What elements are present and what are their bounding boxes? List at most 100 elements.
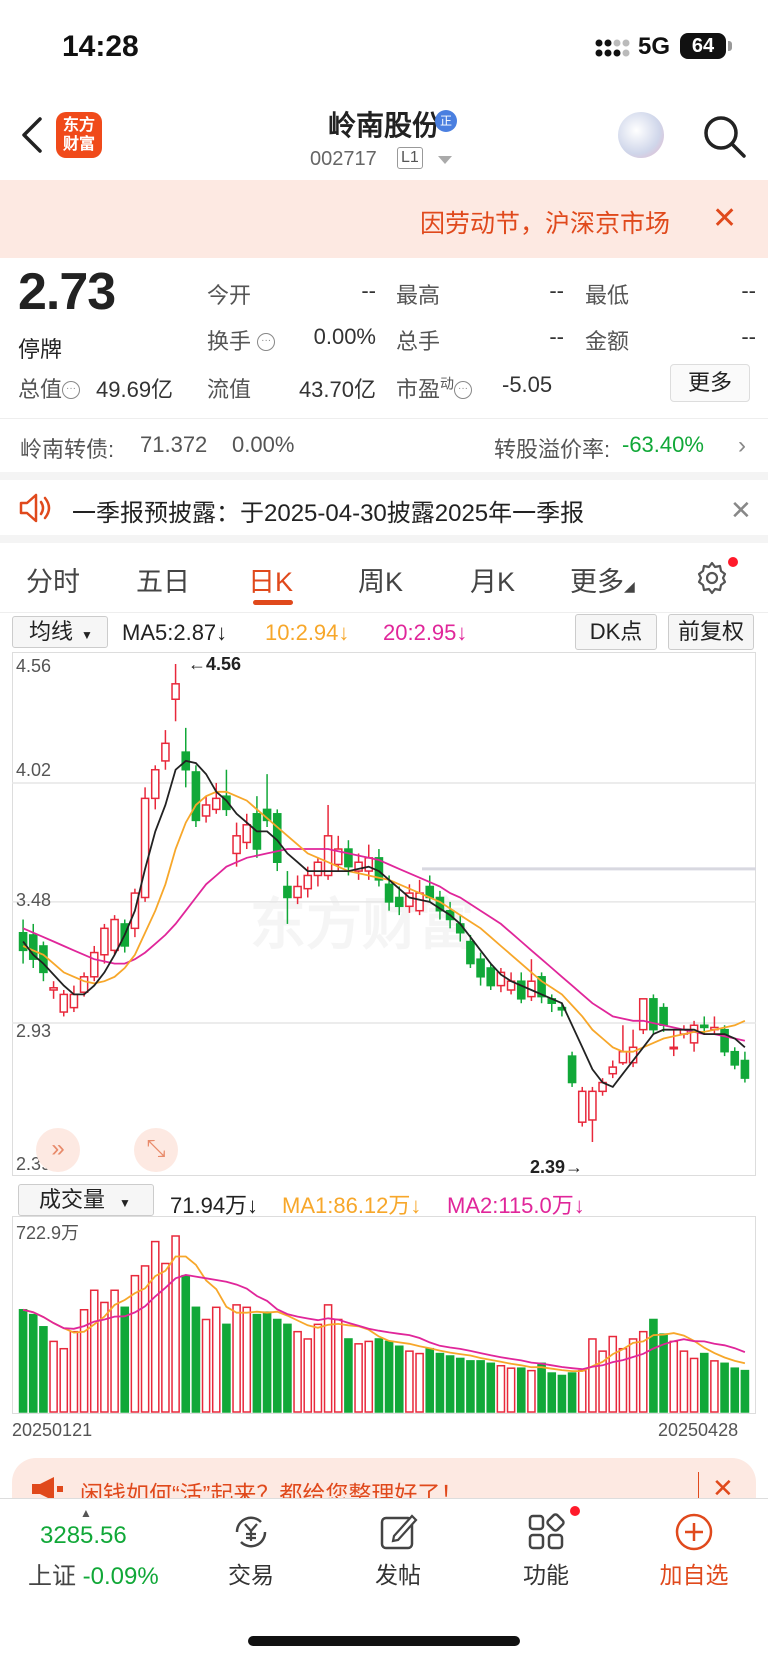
trade-icon[interactable]: [229, 1510, 273, 1554]
volume-bar: [577, 1369, 587, 1413]
convertible-label[interactable]: 岭南转债:: [20, 437, 115, 462]
volume-bar: [283, 1323, 292, 1413]
volume-bar: [394, 1345, 404, 1413]
candle-body: [537, 976, 546, 998]
search-icon[interactable]: [700, 112, 748, 160]
volume-bar: [69, 1330, 79, 1413]
candle-body: [516, 980, 526, 1000]
tab-daily-k[interactable]: 日K: [248, 567, 294, 597]
expand-sidebar-icon[interactable]: »: [36, 1128, 80, 1172]
candle-body: [344, 848, 353, 868]
back-icon[interactable]: [18, 115, 48, 155]
volume-bar: [730, 1367, 740, 1413]
turnover-value: 0.00%: [313, 324, 376, 349]
nav-trade-label[interactable]: 交易: [228, 1562, 274, 1588]
candle-body: [740, 1059, 750, 1079]
ma20-line: [22, 848, 746, 1042]
ma10-line: [22, 790, 746, 1053]
notice-text[interactable]: 一季报预披露：于2025-04-30披露2025年一季报: [72, 500, 585, 527]
volume-label: 总手: [396, 329, 441, 354]
info-icon[interactable]: ···: [257, 333, 276, 351]
assistant-avatar-icon[interactable]: [618, 112, 664, 158]
logo-line-2: 财富: [62, 136, 95, 153]
active-tab-indicator: [253, 600, 293, 605]
volume-bar: [547, 1372, 557, 1413]
gear-icon[interactable]: [694, 560, 730, 596]
adjust-button[interactable]: 前复权: [668, 614, 754, 650]
volume-chart[interactable]: [12, 1216, 756, 1414]
index-label[interactable]: 上证 -0.09%: [28, 1556, 159, 1591]
volume-bar: [130, 1274, 140, 1413]
volume-bar: [354, 1343, 363, 1413]
megaphone-icon: [32, 1477, 63, 1501]
banner-close-icon[interactable]: ✕: [712, 202, 738, 235]
volume-chart-frame[interactable]: [12, 1216, 756, 1414]
tab-more[interactable]: 更多◢: [570, 560, 635, 599]
volume-bar: [181, 1274, 191, 1413]
tab-monthly-k[interactable]: 月K: [470, 567, 516, 597]
candle-body: [689, 1024, 699, 1044]
app-logo: 东方 财富: [56, 112, 102, 158]
volume-ma1: MA1:86.12万↓: [282, 1193, 422, 1218]
volume-bar: [476, 1360, 485, 1413]
volume-bar: [79, 1308, 89, 1413]
volume-ma2: MA2:115.0万↓: [447, 1193, 585, 1218]
compose-icon[interactable]: [376, 1510, 420, 1554]
indicator-select[interactable]: 均线 ▼: [12, 616, 108, 648]
index-change: -0.09%: [82, 1563, 159, 1590]
chevron-right-icon[interactable]: ›: [738, 432, 746, 459]
candle-body: [638, 998, 648, 1031]
volume-bar: [89, 1289, 99, 1413]
volume-bar: [171, 1235, 180, 1413]
more-button[interactable]: 更多: [670, 364, 750, 402]
nav-post-label[interactable]: 发帖: [375, 1562, 421, 1588]
volume-bar: [150, 1240, 160, 1413]
info-icon[interactable]: ···: [454, 381, 473, 399]
dk-point-button[interactable]: DK点: [575, 614, 657, 650]
kline-chart[interactable]: [12, 652, 756, 1176]
banner-text[interactable]: 因劳动节，沪深京市场: [420, 210, 671, 238]
pe-value: -5.05: [502, 372, 553, 397]
candle-body: [405, 892, 414, 908]
indicator-select-label: 均线: [29, 619, 74, 644]
index-value[interactable]: 3285.56: [40, 1522, 127, 1549]
volume-bar: [415, 1352, 424, 1413]
chevron-down-icon[interactable]: [438, 156, 452, 164]
candle-body: [49, 987, 58, 991]
stock-name: 岭南股份: [327, 110, 440, 141]
network-type: 5G: [638, 33, 671, 60]
tab-intraday[interactable]: 分时: [26, 567, 80, 597]
ma5-legend: MA5:2.87↓: [122, 620, 228, 645]
high-marker: ←4.56: [188, 654, 242, 674]
volume-bar: [39, 1326, 48, 1413]
volume-bar: [628, 1338, 638, 1413]
tab-five-day[interactable]: 五日: [136, 567, 190, 597]
mktcap-value: 49.69亿: [96, 377, 174, 402]
apps-icon[interactable]: [524, 1510, 568, 1554]
tab-weekly-k[interactable]: 周K: [358, 567, 404, 597]
volume-bar: [710, 1360, 719, 1413]
volume-bar: [669, 1340, 679, 1413]
volume-indicator-select[interactable]: 成交量 ▼: [18, 1184, 154, 1216]
add-watchlist-icon[interactable]: [672, 1510, 716, 1554]
volume-bar: [720, 1362, 729, 1413]
margin-badge: 正: [435, 110, 457, 132]
volume-bar: [333, 1318, 343, 1413]
notification-dot: [570, 1506, 580, 1516]
tab-more-label: 更多: [570, 567, 624, 597]
notice-close-icon[interactable]: ✕: [730, 495, 752, 525]
info-icon[interactable]: ···: [62, 381, 81, 399]
candle-body: [232, 835, 241, 855]
candle-body: [222, 795, 231, 811]
fullscreen-icon[interactable]: ⤡: [134, 1128, 178, 1172]
home-indicator: [248, 1636, 520, 1646]
candle-body: [496, 971, 506, 987]
volume-bar: [252, 1313, 262, 1413]
promo-close-icon[interactable]: ✕: [712, 1473, 734, 1503]
convertible-change: 0.00%: [232, 432, 295, 457]
turnover-label-text: 换手: [207, 329, 252, 354]
nav-functions-label[interactable]: 功能: [523, 1562, 569, 1588]
nav-add-watchlist-label[interactable]: 加自选: [659, 1562, 729, 1588]
candle-body: [303, 874, 313, 890]
kline-chart-frame[interactable]: [12, 652, 756, 1176]
